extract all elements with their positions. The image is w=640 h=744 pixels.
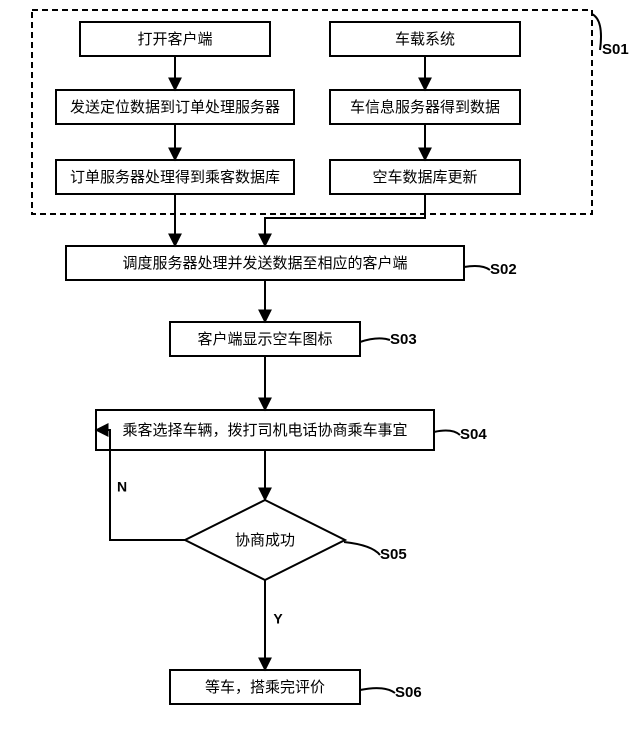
step-label-s01: S01 xyxy=(602,41,629,58)
N-label: N xyxy=(117,479,127,495)
step-label-s03: S03 xyxy=(390,331,417,348)
step-label-s04: S04 xyxy=(460,426,487,443)
leader-0 xyxy=(592,14,601,50)
step-label-s05: S05 xyxy=(380,546,407,563)
b2-label: 车信息服务器得到数据 xyxy=(350,99,500,116)
s06-label: 等车，搭乘完评价 xyxy=(205,678,325,696)
leader-3 xyxy=(434,431,460,435)
leader-5 xyxy=(360,688,395,693)
step-label-s02: S02 xyxy=(490,261,517,278)
s04-label: 乘客选择车辆，拨打司机电话协商乘车事宜 xyxy=(122,422,407,439)
a2-label: 发送定位数据到订单处理服务器 xyxy=(70,99,280,116)
arrow-5 xyxy=(265,194,425,246)
s02-label: 调度服务器处理并发送数据至相应的客户端 xyxy=(122,254,407,272)
a3-label: 订单服务器处理得到乘客数据库 xyxy=(70,169,280,186)
leader-2 xyxy=(360,338,390,342)
b1-label: 车载系统 xyxy=(395,31,455,48)
b3-label: 空车数据库更新 xyxy=(372,169,477,186)
step-label-s06: S06 xyxy=(395,684,422,701)
Y-label: Y xyxy=(273,611,283,627)
leader-1 xyxy=(464,266,490,270)
leader-4 xyxy=(344,542,380,555)
s03-label: 客户端显示空车图标 xyxy=(197,331,332,348)
a1-label: 打开客户端 xyxy=(137,31,212,48)
decision-label: 协商成功 xyxy=(235,532,295,549)
